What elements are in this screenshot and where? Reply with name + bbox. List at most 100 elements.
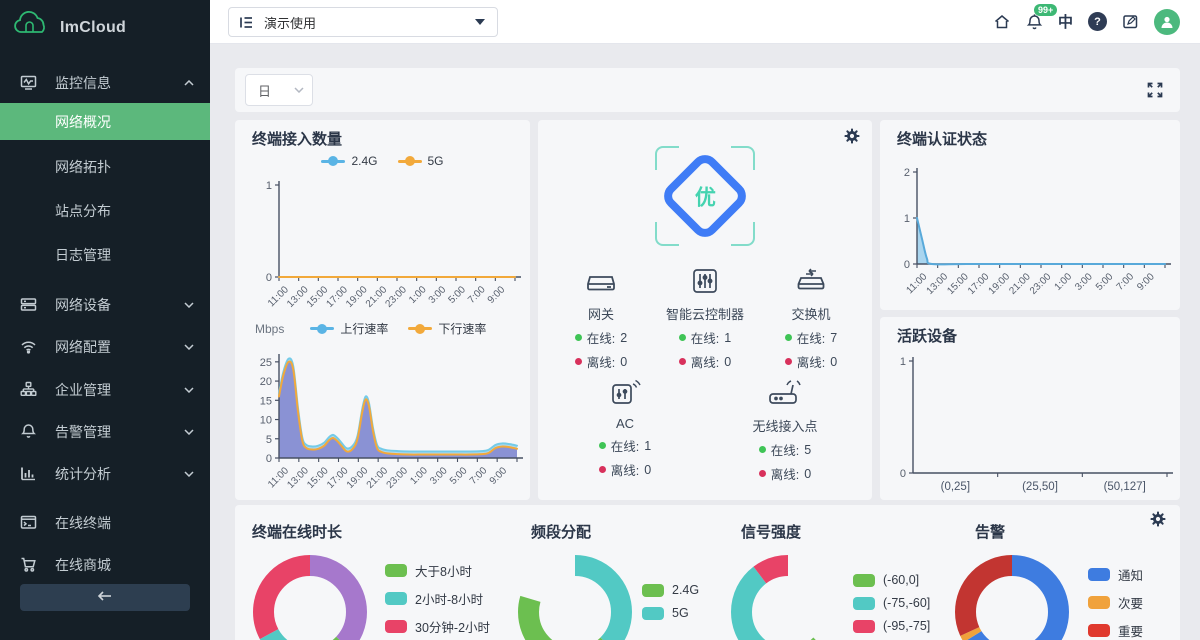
bracket-icon: [655, 146, 679, 170]
sidebar-item-site-distribution[interactable]: 站点分布: [55, 202, 111, 219]
chevron-down-icon: [294, 87, 304, 93]
sidebar-item-online-store[interactable]: 在线商城: [0, 546, 210, 583]
health-grade-widget: 优: [655, 146, 755, 246]
online-dot: [678, 334, 686, 341]
sidebar: ImCloud 监控信息 网络概况 网络拓扑 站点分布 日志: [0, 0, 210, 640]
topbar: 演示使用 99+ 中 ?: [210, 0, 1200, 44]
sidebar-item-network-overview[interactable]: 网络概况: [0, 103, 210, 140]
donut-legend: 通知 次要 重要: [1088, 565, 1143, 640]
legend-item[interactable]: 大于8小时: [385, 561, 490, 580]
offline-dot: [574, 358, 582, 365]
legend-item[interactable]: 2.4G: [321, 154, 378, 168]
legend-item[interactable]: (-95,-75]: [853, 619, 930, 633]
donut-title: 信号强度: [741, 524, 802, 541]
sidebar-item-network-devices[interactable]: 网络设备: [0, 286, 210, 323]
legend-item[interactable]: (-60,0]: [853, 573, 930, 587]
sidebar-item-network-topology[interactable]: 网络拓扑: [55, 158, 111, 175]
notification-badge: 99+: [1033, 3, 1058, 16]
legend-item[interactable]: 5G: [397, 154, 444, 168]
controller-icon: [691, 269, 719, 298]
toolbar-card: 日: [235, 68, 1180, 112]
signal-strength-donut: [731, 555, 845, 640]
bracket-icon: [655, 222, 679, 246]
network-health-card: 优 网关 在线: 2 离线: 0: [538, 120, 872, 500]
gear-icon[interactable]: [844, 128, 860, 144]
sidebar-item-log-management[interactable]: 日志管理: [55, 246, 111, 263]
svg-text:11:00: 11:00: [904, 271, 929, 296]
sidebar-item-alarm-management[interactable]: 告警管理: [0, 413, 210, 450]
sidebar-item-statistics[interactable]: 统计分析: [0, 455, 210, 492]
online-dot: [758, 446, 766, 453]
sidebar-item-monitoring[interactable]: 监控信息: [0, 64, 210, 101]
legend-item[interactable]: (-75,-60]: [853, 596, 930, 610]
chevron-down-icon: [184, 428, 194, 435]
legend-item[interactable]: 重要: [1088, 621, 1143, 640]
active-devices-card: 活跃设备 0 1 (0,25] (25,50] (50,127]: [880, 317, 1180, 500]
band-allocation-donut: [518, 555, 632, 640]
online-duration-donut: [253, 555, 367, 640]
legend-item[interactable]: 下行速率: [408, 320, 486, 337]
cart-icon: [20, 556, 38, 574]
svg-text:1: 1: [904, 213, 910, 225]
sidebar-item-network-config[interactable]: 网络配置: [0, 328, 210, 365]
svg-text:15:00: 15:00: [305, 465, 331, 491]
topbar-icons: 99+ 中 ?: [993, 0, 1180, 43]
chart-legend: 2.4G 5G: [235, 154, 530, 168]
svg-text:(25,50]: (25,50]: [1022, 481, 1058, 493]
feedback-edit-icon[interactable]: [1122, 13, 1139, 30]
fullscreen-expand-icon[interactable]: [1146, 81, 1164, 99]
chevron-down-icon: [184, 386, 194, 393]
legend-item[interactable]: 通知: [1088, 565, 1143, 584]
logo-text: ImCloud: [60, 18, 127, 36]
svg-text:15:00: 15:00: [305, 284, 331, 310]
sidebar-collapse-button[interactable]: [20, 584, 190, 611]
site-selector-dropdown[interactable]: 演示使用: [228, 7, 498, 37]
svg-text:7:00: 7:00: [1115, 271, 1137, 293]
legend-item[interactable]: 5G: [642, 606, 699, 620]
legend-item[interactable]: 次要: [1088, 593, 1143, 612]
svg-text:3:00: 3:00: [1073, 271, 1095, 293]
device-status-ac: AC 在线: 1 离线: 0: [570, 378, 680, 479]
user-avatar[interactable]: [1154, 8, 1180, 35]
donut-title: 告警: [975, 524, 1006, 541]
svg-text:0: 0: [904, 259, 910, 271]
online-dot: [784, 334, 792, 341]
gear-icon[interactable]: [1150, 511, 1166, 527]
throughput-legend-row: Mbps 上行速率 下行速率: [255, 320, 530, 337]
legend-item[interactable]: 2.4G: [642, 583, 699, 597]
svg-text:1: 1: [266, 180, 272, 192]
offline-dot: [758, 470, 766, 477]
svg-text:5:00: 5:00: [1094, 271, 1116, 293]
legend-item[interactable]: 上行速率: [310, 320, 388, 337]
svg-text:10: 10: [260, 415, 272, 427]
bracket-icon: [731, 222, 755, 246]
period-value: 日: [258, 83, 272, 99]
svg-text:1: 1: [900, 356, 906, 368]
alarm-donut: [955, 555, 1069, 640]
sidebar-item-enterprise[interactable]: 企业管理: [0, 371, 210, 408]
donut-legend: 大于8小时 2小时-8小时 30分钟-2小时: [385, 561, 490, 636]
server-icon: [20, 296, 38, 314]
notifications-bell-icon[interactable]: 99+: [1026, 3, 1058, 31]
donut-legend: 2.4G 5G: [642, 583, 699, 620]
legend-item[interactable]: 2小时-8小时: [385, 589, 490, 608]
svg-text:21:00: 21:00: [365, 465, 391, 491]
sidebar-item-online-terminals[interactable]: 在线终端: [0, 504, 210, 541]
legend-item[interactable]: 30分钟-2小时: [385, 617, 490, 636]
svg-text:15:00: 15:00: [945, 271, 971, 297]
chevron-down-icon: [184, 470, 194, 477]
svg-text:17:00: 17:00: [966, 271, 992, 297]
svg-text:9:00: 9:00: [1135, 271, 1157, 293]
svg-text:13:00: 13:00: [925, 271, 951, 297]
card-title: 终端认证状态: [897, 131, 988, 148]
home-icon[interactable]: [993, 13, 1011, 31]
unit-label: Mbps: [255, 321, 285, 336]
donut-stats-card: 终端在线时长 大于8小时 2小时-8小时 30分钟-2小时 频段分配 2.4G 5G …: [235, 505, 1180, 640]
svg-text:1:00: 1:00: [1053, 271, 1075, 293]
access-point-icon: [767, 380, 803, 410]
period-select[interactable]: 日: [245, 74, 313, 106]
help-icon[interactable]: ?: [1088, 12, 1107, 31]
sidebar-item-label: 监控信息: [55, 74, 111, 91]
language-toggle[interactable]: 中: [1057, 14, 1073, 31]
